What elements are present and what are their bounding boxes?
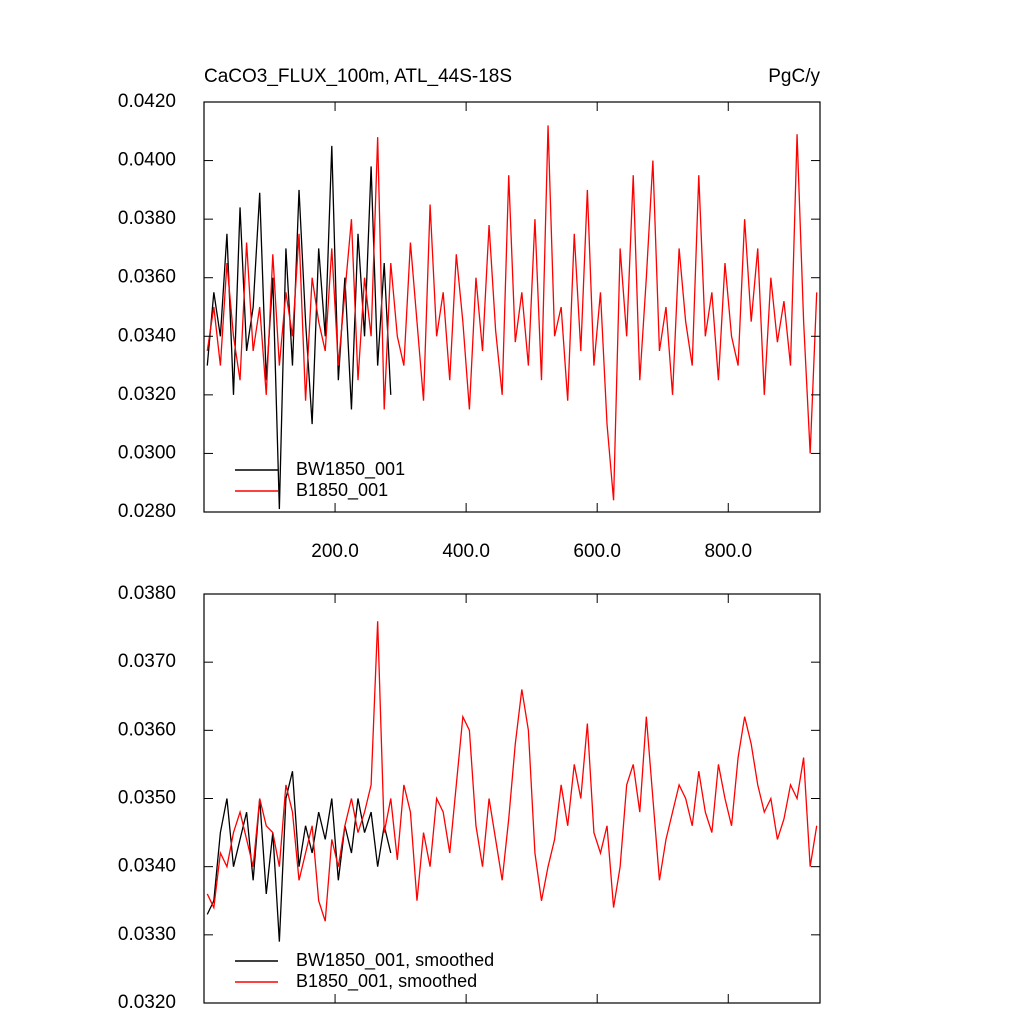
- y-tick-label: 0.0420: [118, 91, 176, 112]
- y-tick-label: 0.0350: [118, 788, 176, 809]
- chart-title: CaCO3_FLUX_100m, ATL_44S-18S: [204, 66, 512, 87]
- y-tick-label: 0.0300: [118, 442, 176, 463]
- y-tick-label: 0.0370: [118, 651, 176, 672]
- y-tick-label: 0.0360: [118, 719, 176, 740]
- y-tick-label: 0.0320: [118, 384, 176, 405]
- series-line: [206, 771, 392, 942]
- y-tick-label: 0.0320: [118, 992, 176, 1013]
- y-tick-label: 0.0380: [118, 583, 176, 604]
- series-line: [206, 145, 392, 510]
- x-tick-label: 200.0: [311, 541, 359, 562]
- y-tick-label: 0.0340: [118, 325, 176, 346]
- legend-label: BW1850_001, smoothed: [296, 950, 494, 971]
- legend-label: B1850_001, smoothed: [296, 971, 477, 992]
- y-tick-label: 0.0360: [118, 267, 176, 288]
- series-line: [206, 125, 818, 501]
- legend-label: BW1850_001: [296, 459, 405, 480]
- y-tick-label: 0.0340: [118, 856, 176, 877]
- units-label: PgC/y: [768, 66, 820, 87]
- x-tick-label: 400.0: [442, 541, 490, 562]
- x-tick-label: 800.0: [704, 541, 752, 562]
- y-tick-label: 0.0280: [118, 501, 176, 522]
- plot-frame: [203, 593, 821, 1004]
- y-tick-label: 0.0330: [118, 924, 176, 945]
- x-tick-label: 600.0: [573, 541, 621, 562]
- series-line: [206, 621, 818, 922]
- plot-frame: [203, 101, 821, 513]
- y-tick-label: 0.0380: [118, 208, 176, 229]
- y-tick-label: 0.0400: [118, 150, 176, 171]
- legend-label: B1850_001: [296, 480, 388, 501]
